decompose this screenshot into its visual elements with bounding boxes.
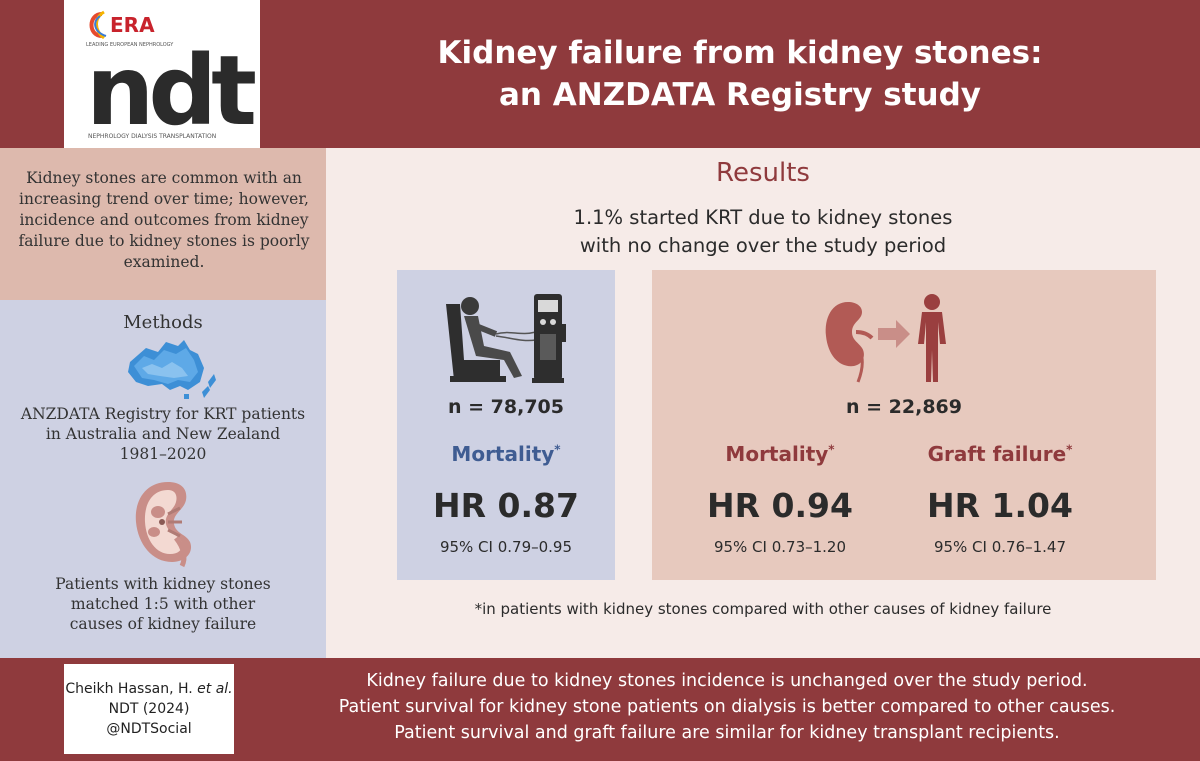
australia-map-icon — [128, 340, 216, 399]
dialysis-patient-icon — [446, 294, 566, 383]
matched-line-3: causes of kidney failure — [69, 615, 257, 633]
results-subtitle-line-1: 1.1% started KRT due to kidney stones — [573, 206, 953, 229]
matched-line-2: matched 1:5 with other — [70, 595, 256, 613]
citation-handle: @NDTSocial — [106, 721, 192, 737]
conclusion-line-2: Patient survival for kidney stone patien… — [338, 697, 1116, 717]
dialysis-mortality-ci: 95% CI 0.79–0.95 — [439, 538, 573, 556]
registry-line-2: in Australia and New Zealand — [45, 425, 281, 443]
intro-panel — [0, 148, 326, 316]
graft-failure-hr: HR 1.04 — [927, 486, 1073, 525]
transplant-mortality-ci: 95% CI 0.73–1.20 — [713, 538, 847, 556]
kidney-stone-icon — [135, 482, 192, 568]
conclusion-line-3: Patient survival and graft failure are s… — [394, 723, 1060, 743]
kidney-to-person-icon — [825, 294, 946, 383]
results-subtitle: 1.1% started KRT due to kidney stones wi… — [326, 204, 1200, 260]
graft-failure-label: Graft failure* — [927, 442, 1073, 466]
title-line-2: an ANZDATA Registry study — [498, 77, 982, 113]
dialysis-n: n = 78,705 — [448, 396, 564, 418]
graft-failure-ci: 95% CI 0.76–1.47 — [933, 538, 1067, 556]
intro-text: Kidney stones are common with an increas… — [18, 169, 310, 271]
conclusion: Kidney failure due to kidney stones inci… — [262, 668, 1192, 746]
matching-description: Patients with kidney stones matched 1:5 … — [20, 574, 306, 634]
conclusion-line-1: Kidney failure due to kidney stones inci… — [366, 671, 1088, 691]
era-logo-text: ERA — [110, 13, 155, 37]
dialysis-card — [397, 270, 615, 580]
registry-line-1: ANZDATA Registry for KRT patients — [20, 405, 306, 423]
registry-description: ANZDATA Registry for KRT patients in Aus… — [6, 404, 320, 464]
ndt-logo-text: ndt — [86, 35, 255, 147]
transplant-mortality-label: Mortality* — [725, 442, 835, 466]
ndt-era-logo-graphic: ERA LEADING EUROPEAN NEPHROLOGY ndt NEPH… — [86, 10, 261, 147]
dialysis-mortality-hr: HR 0.87 — [433, 486, 579, 525]
title-line-1: Kidney failure from kidney stones: — [437, 35, 1043, 71]
journal-logo: ERA LEADING EUROPEAN NEPHROLOGY ndt NEPH… — [64, 0, 261, 148]
transplant-mortality-hr: HR 0.94 — [707, 486, 853, 525]
citation-authors: Cheikh Hassan, H. et al. — [65, 681, 233, 697]
page-title: Kidney failure from kidney stones: an AN… — [300, 0, 1180, 148]
citation: Cheikh Hassan, H. et al. NDT (2024) @NDT… — [64, 664, 234, 754]
dialysis-mortality-label: Mortality* — [451, 442, 561, 466]
transplant-n: n = 22,869 — [846, 396, 962, 418]
era-logo-subtext: LEADING EUROPEAN NEPHROLOGY — [86, 42, 174, 48]
transplant-card — [652, 270, 1156, 580]
results-footnote: *in patients with kidney stones compared… — [474, 600, 1052, 618]
results-heading: Results — [716, 158, 810, 188]
results-subtitle-line-2: with no change over the study period — [579, 234, 947, 257]
matched-line-1: Patients with kidney stones — [55, 575, 271, 593]
ndt-logo-subtext: NEPHROLOGY DIALYSIS TRANSPLANTATION — [88, 133, 216, 140]
registry-years: 1981–2020 — [119, 445, 207, 463]
methods-heading: Methods — [123, 312, 203, 333]
citation-journal: NDT (2024) — [108, 701, 190, 717]
